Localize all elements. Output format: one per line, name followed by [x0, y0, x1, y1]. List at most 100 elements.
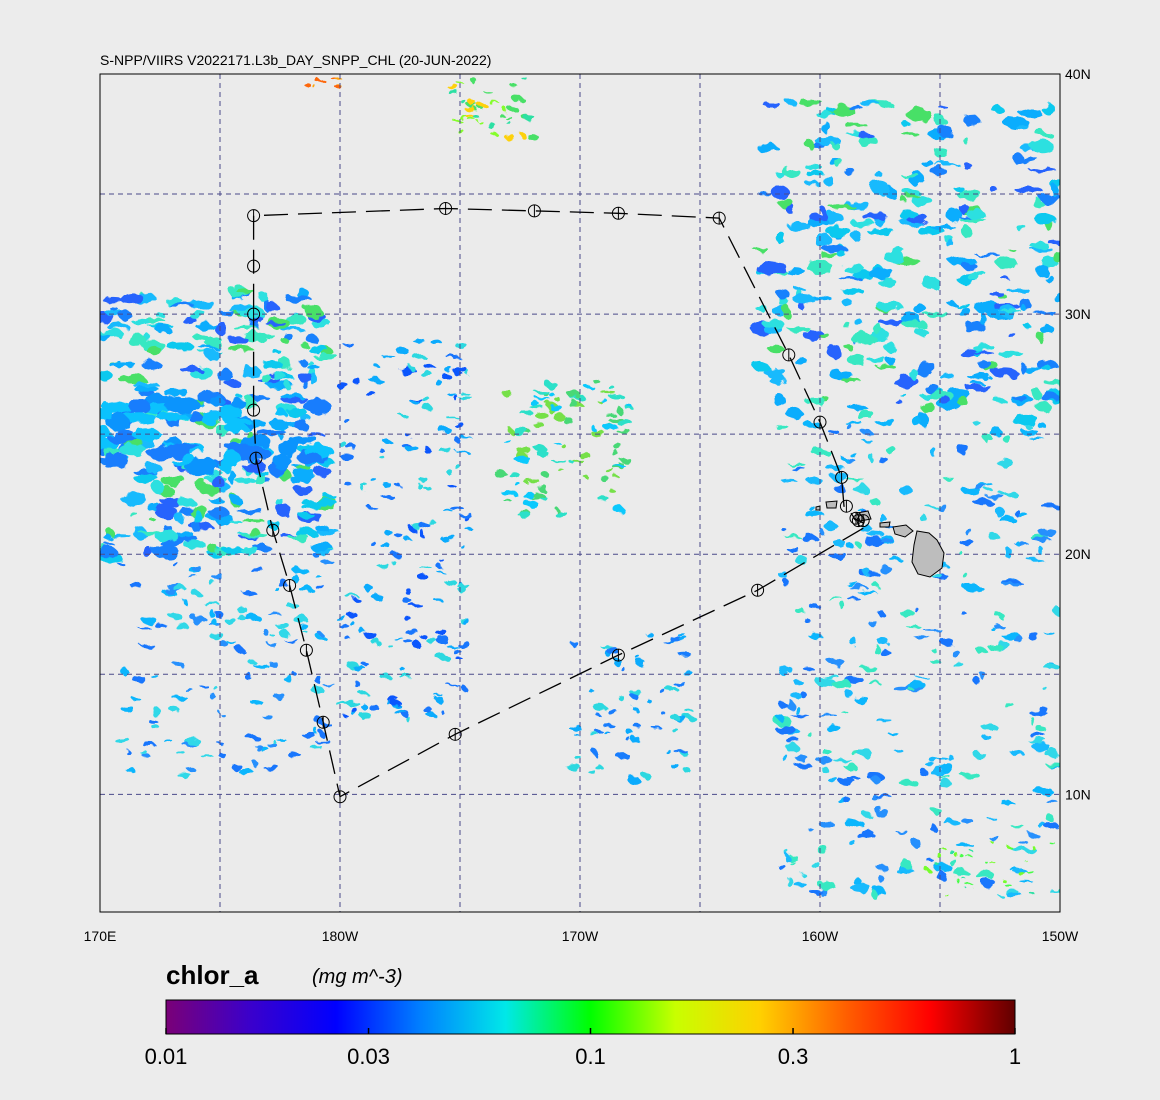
chlorophyll-patch [436, 654, 450, 661]
chlorophyll-patch [878, 874, 884, 883]
chlorophyll-patch [823, 175, 834, 186]
chlorophyll-patch [1026, 557, 1043, 561]
chlorophyll-patch [988, 532, 999, 540]
chlorophyll-patch [293, 420, 309, 429]
chlorophyll-patch [465, 369, 470, 375]
map-frame [99, 73, 1061, 913]
chlorophyll-patch [679, 637, 689, 641]
chlorophyll-patch [941, 847, 946, 850]
chlorophyll-patch [444, 580, 457, 585]
chlorophyll-patch [1020, 363, 1027, 375]
chlorophyll-patch [353, 379, 362, 386]
chlorophyll-patch [141, 617, 158, 624]
chlorophyll-patch [930, 167, 947, 175]
chlorophyll-patch [998, 894, 1004, 897]
chlorophyll-patch [1009, 249, 1017, 253]
chlorophyll-patch [522, 77, 528, 81]
chlorophyll-patch [312, 85, 317, 89]
chlorophyll-patch [978, 359, 991, 369]
chlorophyll-patch [104, 542, 115, 546]
chlorophyll-patch [381, 495, 395, 499]
chlorophyll-patch [232, 325, 258, 330]
chlorophyll-patch [420, 371, 433, 378]
chlorophyll-patch [782, 753, 788, 762]
chlorophyll-patch [816, 845, 829, 854]
chlorophyll-patch [108, 361, 137, 368]
chlorophyll-patch [970, 850, 974, 853]
chlorophyll-patch [350, 707, 358, 713]
chlorophyll-patch [785, 97, 795, 105]
chlorophyll-patch [901, 173, 920, 178]
chlorophyll-patch [560, 443, 566, 448]
chlorophyll-patch [453, 394, 458, 401]
chlorophyll-patch [138, 530, 162, 534]
chlorophyll-patch [502, 106, 507, 113]
chlorophyll-patch [990, 187, 999, 194]
chlorophyll-patch [283, 333, 294, 340]
chlorophyll-patch [149, 720, 159, 725]
chlorophyll-patch [827, 657, 845, 666]
chlorophyll-patch [828, 428, 839, 434]
chlorophyll-patch [406, 434, 411, 439]
chlorophyll-patch [969, 351, 994, 355]
latitude-tick-label: 10N [1065, 786, 1091, 802]
chlorophyll-patch [392, 709, 406, 714]
station-marker [316, 715, 330, 729]
chlorophyll-patch [850, 332, 877, 345]
chlorophyll-patch [683, 707, 692, 711]
chlorophyll-patch [841, 323, 852, 327]
chlorophyll-patch [149, 518, 156, 522]
chlorophyll-patch [973, 499, 994, 507]
chlorophyll-patch [503, 499, 512, 502]
longitude-labels: 170E 180W 170W 160W 150W [84, 928, 1079, 944]
chlorophyll-patch [279, 629, 289, 638]
chlorophyll-patch [993, 624, 1004, 628]
chlorophyll-patch [241, 649, 246, 654]
chlorophyll-patch [117, 373, 145, 383]
longitude-tick-label: 180W [322, 928, 359, 944]
chlorophyll-patch [937, 104, 948, 109]
chlorophyll-patch [228, 345, 254, 353]
chlorophyll-patch [322, 683, 336, 686]
chlorophyll-patch [519, 512, 532, 518]
chlorophyll-patch [447, 469, 453, 476]
chlorophyll-patch [857, 748, 872, 757]
chlorophyll-patch [367, 506, 378, 510]
station-marker [712, 211, 726, 225]
chlorophyll-patch [395, 534, 404, 539]
chlorophyll-patch [988, 291, 1004, 296]
chlorophyll-patch [503, 134, 515, 140]
chlorophyll-patch [1010, 749, 1024, 756]
chlorophyll-patch [854, 317, 862, 326]
chlorophyll-patch [392, 560, 397, 566]
chlorophyll-patch [309, 745, 323, 749]
chlorophyll-patch [775, 425, 789, 430]
chlorophyll-patch [781, 479, 798, 482]
chlorophyll-patch [1019, 513, 1030, 519]
latitude-tick-label: 30N [1065, 306, 1091, 322]
chlorophyll-patch [108, 534, 131, 538]
chlorophyll-patch [235, 645, 243, 653]
chlorophyll-patch [420, 634, 428, 640]
chlorophyll-patch [776, 724, 796, 735]
chlorophyll-patch [922, 628, 942, 631]
chlorophyll-patch [819, 529, 825, 535]
station-marker [283, 578, 297, 592]
chlorophyll-patch [897, 779, 918, 785]
chlorophyll-patch [841, 711, 849, 714]
chlorophyll-patch [820, 887, 827, 898]
chlorophyll-patch [901, 860, 913, 871]
chlorophyll-patch [1037, 331, 1045, 344]
chlorophyll-patch [864, 568, 871, 577]
chlorophyll-patch [224, 449, 240, 467]
chlorophyll-patch [276, 498, 284, 507]
chlorophyll-patch [192, 590, 202, 598]
chlorophyll-patch [386, 694, 398, 702]
chlorophyll-patch [763, 326, 783, 335]
chlorophyll-patch [315, 466, 332, 478]
chlorophyll-patch [399, 367, 411, 375]
chlorophyll-patch [457, 583, 470, 589]
chlorophyll-patch [786, 221, 811, 231]
chlorophyll-patch [994, 508, 1006, 517]
chlorophyll-patch [870, 181, 890, 195]
